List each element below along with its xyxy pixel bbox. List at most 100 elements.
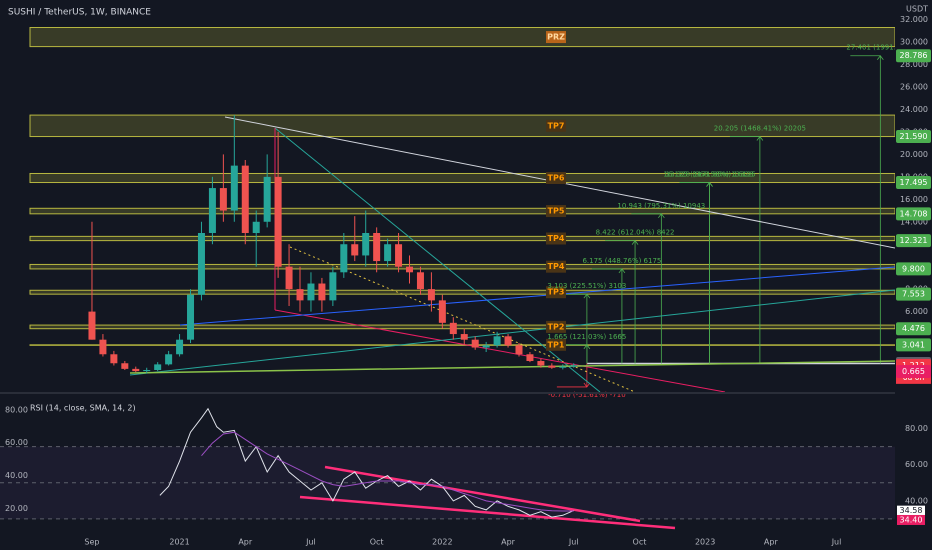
- x-tick-label: Oct: [633, 538, 647, 547]
- price-label-box: [896, 287, 931, 301]
- candle-body: [515, 345, 523, 355]
- price-label-box: [896, 365, 931, 379]
- price-label-box: [896, 262, 931, 276]
- trendline: [129, 360, 896, 374]
- annotation: 6.175 (448.76%) 6175: [582, 257, 661, 265]
- candle-body: [274, 176, 282, 267]
- level-band: [29, 289, 896, 295]
- price-label: 3.041: [902, 340, 925, 349]
- level-tag: TP4: [548, 262, 565, 271]
- price-label: 12.321: [900, 236, 928, 245]
- level-tag-box: [546, 260, 566, 273]
- arrow-head: [877, 55, 884, 60]
- candle-body: [493, 336, 501, 346]
- price-label: 7.553: [902, 290, 925, 299]
- candle-body: [99, 339, 107, 355]
- candle-body: [329, 272, 337, 301]
- candle-body: [384, 244, 392, 262]
- annotation: -0.710 (-51.61%) -710: [548, 391, 626, 399]
- y-tick-label: 14.000: [900, 217, 928, 226]
- price-label: 28.786: [900, 51, 928, 60]
- level-tag: TP1: [548, 340, 565, 349]
- price-label-box: [896, 130, 931, 144]
- candle-body: [416, 272, 424, 290]
- price-label-box: [896, 49, 931, 63]
- level-tag-box: [546, 320, 566, 333]
- level-tag-box: [546, 172, 566, 185]
- annotation: 16.125 (1171.85%) 16125: [663, 171, 755, 179]
- candle-body: [406, 266, 414, 273]
- rsi-left-tick-label: 60.00: [5, 438, 28, 447]
- x-tick-label: 2021: [169, 538, 189, 547]
- candle-body: [219, 188, 227, 211]
- arrow-head: [658, 213, 665, 219]
- candle-body: [110, 354, 118, 364]
- candle-body: [526, 354, 534, 362]
- rsi-last-label: 34.58: [900, 506, 923, 515]
- level-tag: TP7: [548, 121, 565, 130]
- level-band: [29, 172, 896, 184]
- level-tag-box: [546, 232, 566, 245]
- candle-body: [427, 289, 435, 301]
- candle-body: [143, 369, 151, 372]
- candle-body: [373, 232, 381, 262]
- price-label-box: [896, 207, 931, 221]
- level-tag: TP4: [548, 234, 565, 243]
- level-band: [29, 263, 896, 270]
- x-tick-label: 2023: [695, 538, 715, 547]
- trendline: [129, 289, 896, 376]
- annotation: 8.422 (612.04%) 8422: [596, 229, 675, 237]
- candle-body: [548, 365, 556, 368]
- rsi-trendline: [299, 495, 676, 530]
- candle-body: [88, 311, 96, 340]
- candle-body: [559, 366, 567, 368]
- y-tick-label: 6.000: [905, 307, 928, 316]
- price-label: 14.708: [900, 209, 928, 218]
- candle-body: [230, 165, 238, 211]
- y-tick-label: 20.000: [900, 150, 928, 159]
- candle-body: [165, 354, 173, 365]
- level-tag: TP5: [548, 207, 565, 216]
- trendline: [179, 266, 896, 326]
- candle-body: [121, 363, 129, 369]
- x-tick-label: Oct: [370, 538, 384, 547]
- candle-body: [307, 283, 315, 301]
- candle-body: [395, 244, 403, 267]
- level-tag-box: [546, 286, 566, 299]
- x-tick-label: Jul: [568, 538, 579, 547]
- y-tick-label: 16.000: [900, 195, 928, 204]
- annotation: 27.401 (1991.38%): [846, 44, 914, 52]
- candle-body: [285, 266, 293, 290]
- annotation: 10.943 (795.31%) 10943: [617, 202, 705, 210]
- rsi-tick-label: 60.00: [905, 460, 928, 469]
- candle-body: [263, 176, 271, 222]
- candle-body: [208, 188, 216, 233]
- y-tick-label: 24.000: [900, 105, 928, 114]
- axis-unit: USDT: [906, 5, 928, 14]
- price-label: 0.665: [902, 367, 925, 376]
- rsi-line: [201, 431, 574, 512]
- rsi-tick-label: 40.00: [905, 496, 928, 505]
- candle-body: [252, 221, 260, 233]
- candle-body: [438, 300, 446, 323]
- candle-body: [570, 365, 578, 367]
- level-band: [29, 344, 896, 346]
- candle-body: [296, 289, 304, 301]
- candle-body: [482, 345, 490, 348]
- candle-body: [449, 322, 457, 335]
- level-band: [29, 207, 896, 215]
- rsi-title: RSI (14, close, SMA, 14, 2): [30, 404, 136, 413]
- price-label-box: [896, 176, 931, 190]
- level-band: [29, 27, 896, 48]
- level-band: [29, 235, 896, 242]
- candle-body: [362, 232, 370, 256]
- candle-body: [197, 232, 205, 295]
- candle-body: [340, 244, 348, 273]
- candle-body: [187, 294, 195, 340]
- rsi-trendline: [324, 465, 641, 523]
- x-tick-label: Jul: [831, 538, 842, 547]
- level-tag-box: [546, 338, 566, 351]
- rsi-tick-label: 80.00: [905, 424, 928, 433]
